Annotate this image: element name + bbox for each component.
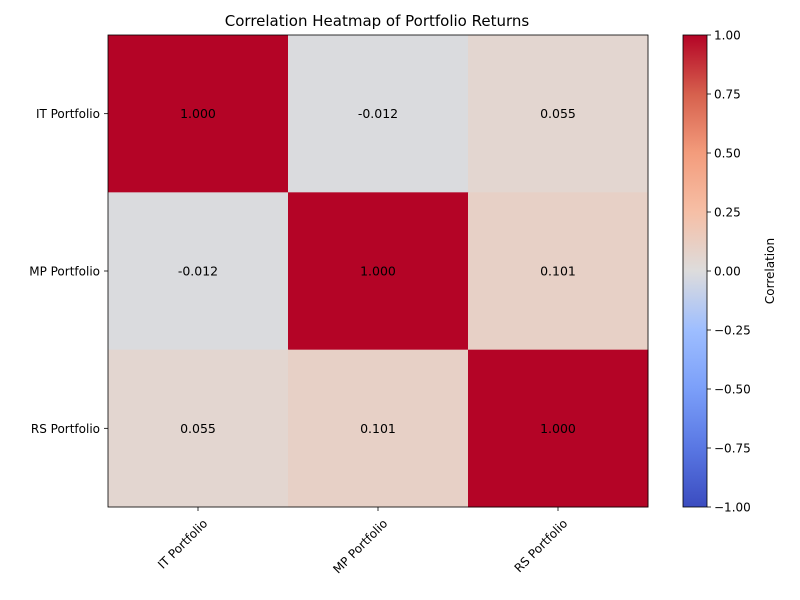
- x-tick-label: IT Portfolio: [155, 516, 210, 571]
- colorbar-tick-label: −0.25: [714, 324, 751, 338]
- heatmap-cell-value: 0.101: [360, 421, 396, 436]
- colorbar-tick-label: 0.25: [714, 206, 741, 220]
- heatmap-cell: [468, 349, 649, 508]
- heatmap-cell-value: 1.000: [540, 421, 576, 436]
- x-axis-ticks: IT Portfolio MP Portfolio RS Portfolio: [155, 507, 570, 576]
- heatmap-cell-value: 1.000: [180, 106, 216, 121]
- heatmap-cell: [468, 35, 649, 193]
- heatmap-cell-value: -0.012: [358, 106, 398, 121]
- heatmap-cell: [108, 35, 289, 193]
- colorbar-ticks: 1.00 0.75 0.50 0.25 0.00 −0.25 −0.50 −0.75 −1.00: [707, 29, 751, 515]
- y-tick-label: RS Portfolio: [31, 422, 100, 436]
- chart-title: Correlation Heatmap of Portfolio Returns: [225, 12, 530, 30]
- colorbar-tick-label: 0.75: [714, 88, 741, 102]
- y-axis-ticks: IT Portfolio MP Portfolio RS Portfolio: [29, 107, 108, 436]
- heatmap-cells: [108, 35, 649, 508]
- heatmap-cell-value: 0.055: [540, 106, 576, 121]
- colorbar-label: Correlation: [763, 238, 777, 304]
- colorbar-tick-label: −0.75: [714, 442, 751, 456]
- colorbar-tick-label: 0.50: [714, 147, 741, 161]
- y-tick-label: MP Portfolio: [29, 265, 100, 279]
- colorbar-tick-label: 0.00: [714, 265, 741, 279]
- x-tick-label: MP Portfolio: [330, 516, 390, 576]
- heatmap-cell-value: -0.012: [178, 264, 218, 279]
- colorbar-tick-label: −0.50: [714, 383, 751, 397]
- heatmap-cell: [288, 192, 469, 351]
- heatmap-cell: [108, 192, 289, 351]
- heatmap-cell-labels: 1.000 -0.012 0.055 -0.012 1.000 0.101 0.055 0.1…: [178, 106, 576, 436]
- colorbar: [683, 35, 707, 507]
- colorbar-tick-label: −1.00: [714, 501, 751, 515]
- heatmap-cell-value: 0.055: [180, 421, 216, 436]
- heatmap-cell: [288, 349, 469, 508]
- heatmap-cell: [108, 349, 289, 508]
- heatmap-cell-value: 0.101: [540, 264, 576, 279]
- heatmap-cell: [468, 192, 649, 351]
- x-tick-label: RS Portfolio: [512, 516, 571, 575]
- heatmap-cell-value: 1.000: [360, 264, 396, 279]
- colorbar-tick-label: 1.00: [714, 29, 741, 43]
- y-tick-label: IT Portfolio: [36, 107, 100, 121]
- heatmap-cell: [288, 35, 469, 193]
